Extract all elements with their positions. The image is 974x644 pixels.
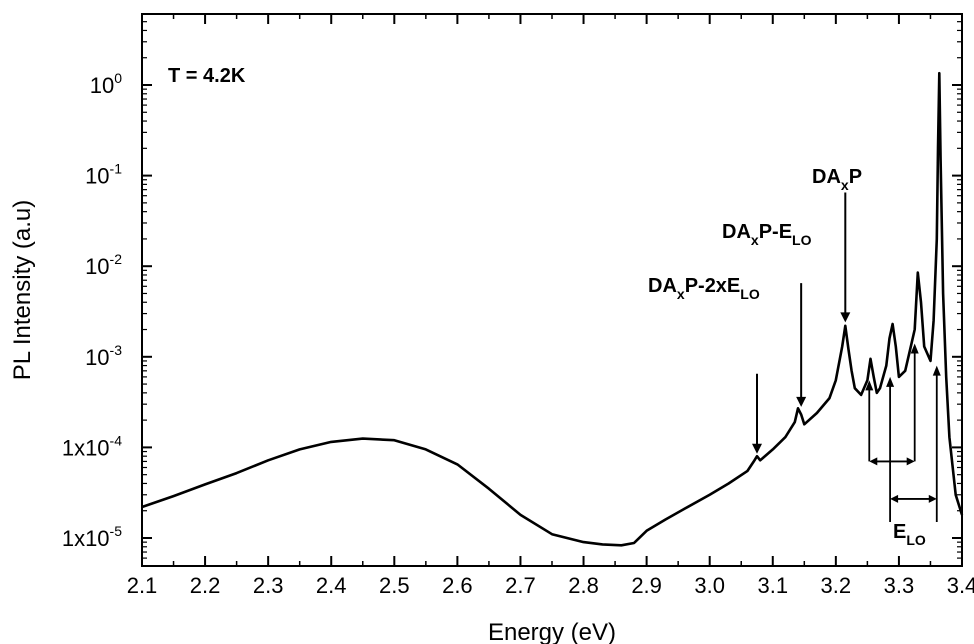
y-tick-label: 10-1 — [85, 161, 122, 189]
elo-marker-head — [865, 380, 874, 391]
x-tick-label: 3.2 — [821, 573, 852, 598]
y-tick-label: 10-2 — [85, 251, 122, 279]
x-tick-label: 2.5 — [379, 573, 410, 598]
x-tick-label: 2.7 — [505, 573, 536, 598]
elo-span-head — [906, 457, 915, 466]
x-tick-label: 2.1 — [127, 573, 158, 598]
peak-label-daxp-elo: DAxP-ELO — [722, 221, 812, 248]
x-tick-label: 2.2 — [190, 573, 221, 598]
elo-marker-head — [886, 376, 895, 387]
x-axis-title: Energy (eV) — [488, 619, 616, 644]
x-tick-label: 2.3 — [253, 573, 284, 598]
elo-marker-head — [932, 365, 941, 376]
y-tick-label: 10-3 — [85, 342, 122, 370]
plot-frame — [141, 13, 963, 567]
axis-ticks — [141, 14, 963, 566]
x-tick-labels: 2.1 2.2 2.3 2.4 2.5 2.6 2.7 2.8 2.9 3.0 3.1 3.2 3.3 3… — [127, 573, 974, 598]
arrow-head — [840, 312, 851, 323]
elo-span-head — [869, 457, 878, 466]
x-tick-label: 2.6 — [442, 573, 473, 598]
x-tick-label: 3.0 — [694, 573, 725, 598]
peak-label-daxp-2xelo: DAxP-2xELO — [648, 275, 760, 302]
temperature-label: T = 4.2K — [168, 65, 246, 87]
y-axis-title: PL Intensity (a.u) — [9, 200, 36, 381]
peak-label-daxp: DAxP — [812, 166, 862, 193]
elo-spacing-label: ELO — [893, 521, 926, 548]
x-tick-label: 3.3 — [884, 573, 915, 598]
y-tick-labels: 1x10-5 1x10-4 10-3 10-2 10-1 100 — [62, 70, 122, 551]
elo-span-head — [928, 494, 937, 503]
x-tick-label: 2.4 — [316, 573, 347, 598]
y-tick-label: 100 — [90, 70, 122, 98]
elo-span-head — [890, 494, 899, 503]
x-tick-label: 3.1 — [757, 573, 788, 598]
x-tick-label: 3.4 — [947, 573, 974, 598]
y-tick-label: 1x10-4 — [62, 432, 122, 460]
x-tick-label: 2.9 — [631, 573, 662, 598]
x-tick-label: 2.8 — [568, 573, 599, 598]
y-tick-label: 1x10-5 — [62, 523, 122, 551]
arrow-head — [752, 443, 762, 454]
elo-marker-head — [910, 343, 919, 354]
arrow-head — [796, 396, 807, 407]
spectrum-line — [141, 71, 964, 547]
annotation-arrows — [752, 192, 941, 523]
